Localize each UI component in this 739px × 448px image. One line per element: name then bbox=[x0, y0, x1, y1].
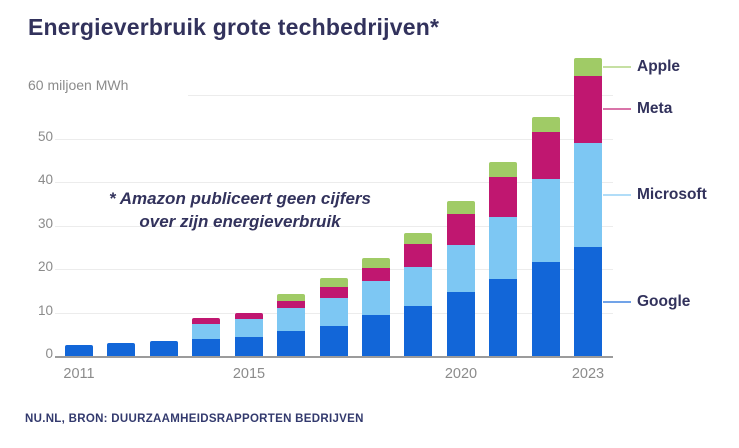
bar-segment-meta bbox=[320, 287, 348, 299]
page-title: Energieverbruik grote techbedrijven* bbox=[28, 14, 440, 40]
legend-label-meta: Meta bbox=[637, 100, 673, 117]
bar-segment-meta bbox=[235, 313, 263, 320]
bar-segment-google bbox=[574, 247, 602, 356]
legend-connector-microsoft bbox=[603, 194, 631, 196]
gridline-40 bbox=[55, 182, 613, 183]
source-note: NU.NL, BRON: DUURZAAMHEIDSRAPPORTEN BEDR… bbox=[25, 413, 364, 425]
bar-segment-microsoft bbox=[489, 216, 517, 279]
bar-segment-google bbox=[404, 306, 432, 356]
bar-2023 bbox=[574, 58, 602, 356]
annotation-note: * Amazon publiceert geen cijfers over zi… bbox=[90, 187, 390, 233]
x-tick-label-2020: 2020 bbox=[444, 366, 478, 382]
annotation-line-2: over zijn energieverbruik bbox=[139, 212, 341, 231]
y-tick-label-50: 50 bbox=[37, 129, 53, 144]
bar-segment-microsoft bbox=[404, 266, 432, 306]
bar-2014 bbox=[192, 317, 220, 356]
legend-label-microsoft: Microsoft bbox=[637, 186, 707, 203]
y-tick-label-20: 20 bbox=[37, 259, 53, 274]
x-tick-label-2011: 2011 bbox=[63, 366, 95, 382]
bar-segment-google bbox=[192, 338, 220, 356]
y-tick-label-40: 40 bbox=[37, 172, 53, 187]
bar-segment-meta bbox=[404, 243, 432, 267]
bar-segment-microsoft bbox=[320, 298, 348, 326]
bar-segment-meta bbox=[574, 75, 602, 143]
y-tick-label-30: 30 bbox=[37, 216, 53, 231]
x-tick-label-2023: 2023 bbox=[571, 366, 605, 382]
bar-segment-google bbox=[235, 336, 263, 356]
bar-segment-microsoft bbox=[574, 142, 602, 248]
bar-segment-meta bbox=[532, 131, 560, 180]
bar-2016 bbox=[277, 293, 305, 356]
gridline-30 bbox=[55, 226, 613, 227]
bar-segment-google bbox=[277, 330, 305, 356]
bar-2013 bbox=[150, 341, 178, 356]
bar-segment-microsoft bbox=[192, 323, 220, 339]
annotation-line-1: * Amazon publiceert geen cijfers bbox=[109, 189, 371, 208]
gridline-20 bbox=[55, 269, 613, 270]
legend-label-apple: Apple bbox=[637, 58, 681, 75]
bar-2021 bbox=[489, 161, 517, 356]
bar-segment-meta bbox=[277, 300, 305, 309]
bar-segment-google bbox=[447, 292, 475, 356]
bar-segment-microsoft bbox=[362, 281, 390, 316]
bar-segment-microsoft bbox=[447, 245, 475, 293]
bar-segment-meta bbox=[447, 213, 475, 246]
bar-segment-meta bbox=[489, 176, 517, 217]
bar-segment-google bbox=[150, 341, 178, 356]
bar-segment-meta bbox=[192, 317, 220, 324]
y-tick-label-0: 0 bbox=[45, 346, 53, 361]
bar-2017 bbox=[320, 278, 348, 356]
bar-segment-google bbox=[65, 345, 93, 356]
bar-segment-microsoft bbox=[532, 179, 560, 262]
bar-2018 bbox=[362, 258, 390, 356]
bar-segment-apple bbox=[277, 293, 305, 301]
y-axis-unit-label: 60 miljoen MWh bbox=[28, 77, 129, 93]
bar-segment-google bbox=[489, 278, 517, 356]
bar-2015 bbox=[235, 313, 263, 356]
bar-segment-microsoft bbox=[235, 319, 263, 337]
bar-segment-meta bbox=[362, 268, 390, 282]
bar-segment-apple bbox=[532, 117, 560, 132]
bar-segment-apple bbox=[362, 258, 390, 269]
x-axis-line bbox=[55, 356, 613, 358]
bar-segment-google bbox=[532, 262, 560, 356]
bar-segment-apple bbox=[404, 232, 432, 244]
legend-connector-google bbox=[603, 301, 631, 303]
bar-segment-google bbox=[362, 315, 390, 356]
bar-2011 bbox=[65, 345, 93, 356]
y-tick-label-10: 10 bbox=[37, 303, 53, 318]
bar-segment-google bbox=[107, 343, 135, 356]
bar-segment-apple bbox=[574, 58, 602, 76]
x-tick-label-2015: 2015 bbox=[232, 366, 266, 382]
bar-segment-google bbox=[320, 326, 348, 356]
gridline-50 bbox=[55, 139, 613, 140]
bar-2020 bbox=[447, 200, 475, 356]
bar-segment-apple bbox=[489, 161, 517, 177]
bar-segment-apple bbox=[447, 200, 475, 214]
gridline-60 bbox=[188, 95, 613, 96]
bar-2022 bbox=[532, 117, 560, 356]
bar-2012 bbox=[107, 343, 135, 356]
bar-segment-apple bbox=[320, 278, 348, 288]
legend-connector-apple bbox=[603, 66, 631, 68]
legend-connector-meta bbox=[603, 108, 631, 110]
bar-segment-microsoft bbox=[277, 308, 305, 331]
legend-label-google: Google bbox=[637, 293, 691, 310]
bar-2019 bbox=[404, 232, 432, 356]
